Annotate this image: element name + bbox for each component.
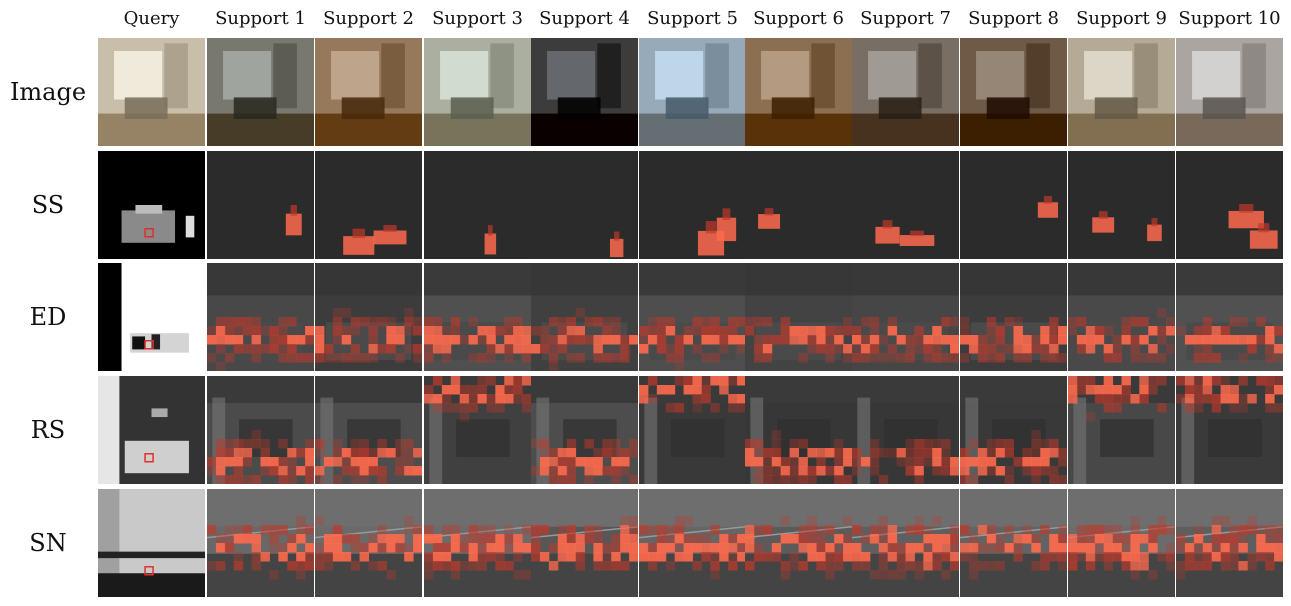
panel-sn-support-1 bbox=[207, 489, 314, 597]
panel-sn-support-5 bbox=[639, 489, 746, 597]
panel-ed-query bbox=[98, 263, 205, 371]
panel-ed-support-10 bbox=[1176, 263, 1283, 371]
panel-sn-support-4 bbox=[531, 489, 638, 597]
query-marker bbox=[144, 453, 154, 463]
column-header-support-7: Support 7 bbox=[860, 8, 951, 29]
query-marker bbox=[144, 566, 154, 576]
panel-ed-support-9 bbox=[1068, 263, 1175, 371]
column-header-support-6: Support 6 bbox=[753, 8, 844, 29]
column-header-support-8: Support 8 bbox=[968, 8, 1059, 29]
panel-ss-support-2 bbox=[315, 151, 422, 259]
query-marker bbox=[144, 228, 154, 238]
panel-image-support-10 bbox=[1176, 38, 1283, 146]
panel-image-support-7 bbox=[852, 38, 959, 146]
panel-ss-support-6 bbox=[745, 151, 852, 259]
panel-ed-support-3 bbox=[424, 263, 531, 371]
panel-ed-support-5 bbox=[639, 263, 746, 371]
panel-ss-support-3 bbox=[424, 151, 531, 259]
panel-ss-support-4 bbox=[531, 151, 638, 259]
panel-image-support-8 bbox=[960, 38, 1067, 146]
panel-sn-support-8 bbox=[960, 489, 1067, 597]
panel-rs-support-5 bbox=[639, 376, 746, 484]
panel-rs-support-8 bbox=[960, 376, 1067, 484]
column-header-support-3: Support 3 bbox=[432, 8, 523, 29]
panel-ed-support-4 bbox=[531, 263, 638, 371]
panel-rs-support-2 bbox=[315, 376, 422, 484]
panel-rs-query bbox=[98, 376, 205, 484]
panel-image-support-2 bbox=[315, 38, 422, 146]
panel-rs-support-9 bbox=[1068, 376, 1175, 484]
panel-ss-support-8 bbox=[960, 151, 1067, 259]
column-header-query: Query bbox=[123, 8, 180, 29]
panel-ss-support-7 bbox=[852, 151, 959, 259]
panel-image-support-9 bbox=[1068, 38, 1175, 146]
column-header-support-5: Support 5 bbox=[647, 8, 738, 29]
panel-rs-support-7 bbox=[852, 376, 959, 484]
panel-ss-support-10 bbox=[1176, 151, 1283, 259]
panel-image-support-6 bbox=[745, 38, 852, 146]
column-header-support-2: Support 2 bbox=[323, 8, 414, 29]
panel-image-support-5 bbox=[639, 38, 746, 146]
panel-sn-support-3 bbox=[424, 489, 531, 597]
panel-rs-support-1 bbox=[207, 376, 314, 484]
panel-ed-support-8 bbox=[960, 263, 1067, 371]
panel-ed-support-7 bbox=[852, 263, 959, 371]
panel-ed-support-6 bbox=[745, 263, 852, 371]
panel-rs-support-3 bbox=[424, 376, 531, 484]
panel-image-support-4 bbox=[531, 38, 638, 146]
panel-sn-support-7 bbox=[852, 489, 959, 597]
panel-sn-support-9 bbox=[1068, 489, 1175, 597]
panel-sn-support-6 bbox=[745, 489, 852, 597]
panel-ss-query bbox=[98, 151, 205, 259]
column-header-support-1: Support 1 bbox=[215, 8, 306, 29]
row-label-sn: SN bbox=[29, 529, 67, 557]
row-label-image: Image bbox=[9, 78, 87, 106]
panel-rs-support-10 bbox=[1176, 376, 1283, 484]
panel-ed-support-1 bbox=[207, 263, 314, 371]
panel-ss-support-9 bbox=[1068, 151, 1175, 259]
row-label-ss: SS bbox=[31, 191, 65, 219]
column-header-support-10: Support 10 bbox=[1178, 8, 1281, 29]
query-marker bbox=[144, 340, 154, 350]
panel-sn-support-2 bbox=[315, 489, 422, 597]
column-header-support-9: Support 9 bbox=[1076, 8, 1167, 29]
panel-ss-support-1 bbox=[207, 151, 314, 259]
panel-rs-support-6 bbox=[745, 376, 852, 484]
row-label-rs: RS bbox=[30, 416, 66, 444]
panel-rs-support-4 bbox=[531, 376, 638, 484]
panel-ed-support-2 bbox=[315, 263, 422, 371]
panel-image-support-1 bbox=[207, 38, 314, 146]
row-label-ed: ED bbox=[29, 303, 67, 331]
panel-ss-support-5 bbox=[639, 151, 746, 259]
panel-sn-support-10 bbox=[1176, 489, 1283, 597]
panel-image-support-3 bbox=[424, 38, 531, 146]
column-header-support-4: Support 4 bbox=[539, 8, 630, 29]
panel-image-query bbox=[98, 38, 205, 146]
panel-sn-query bbox=[98, 489, 205, 597]
